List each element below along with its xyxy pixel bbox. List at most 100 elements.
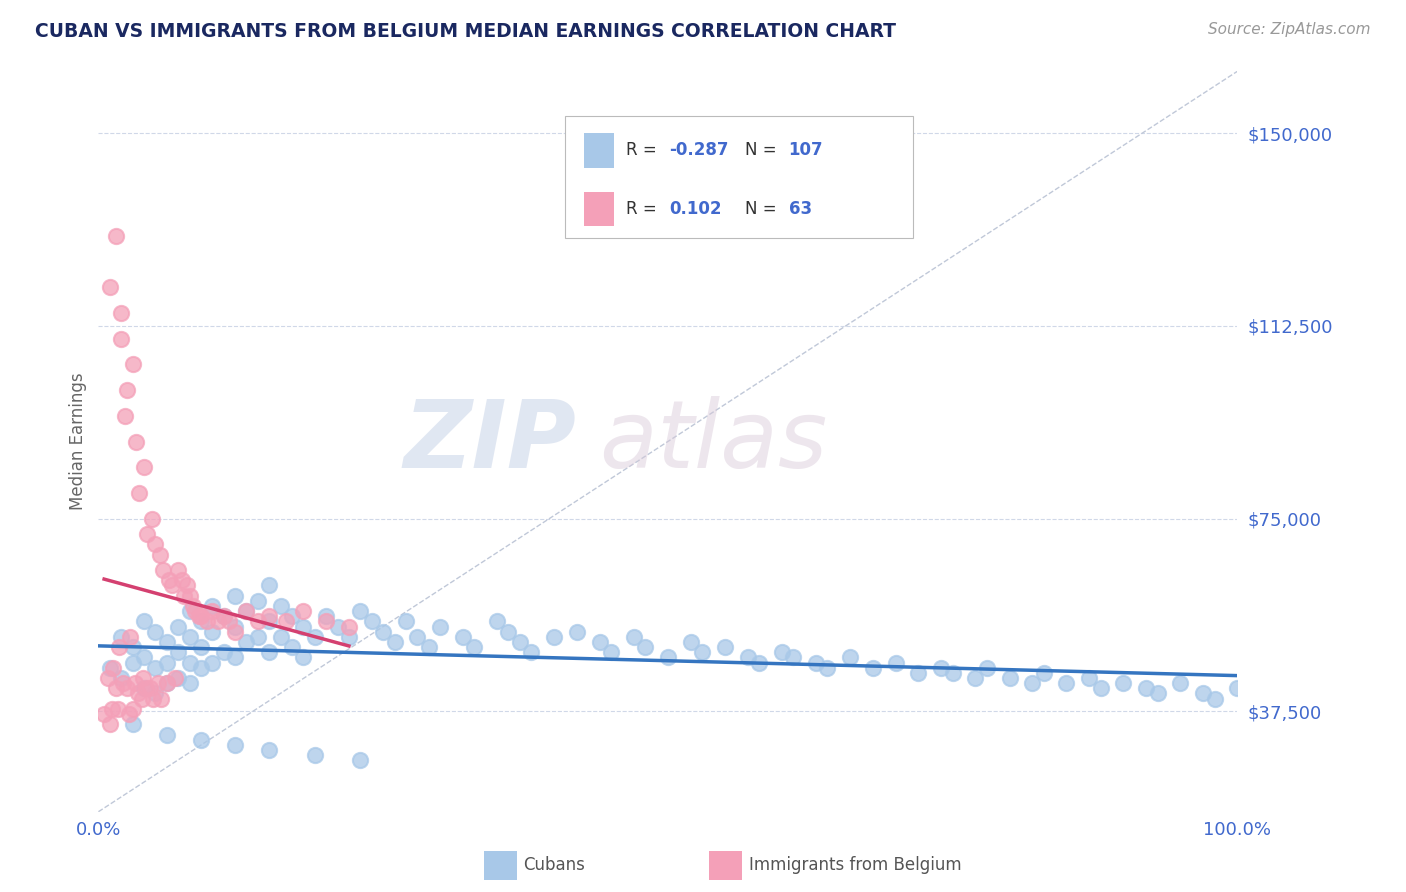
Point (259, 615, 281, 629)
Point (246, 630, 269, 644)
Point (112, 676, 135, 690)
Point (360, 615, 382, 629)
Text: 63: 63 (789, 200, 811, 218)
Point (93, 706, 115, 721)
FancyBboxPatch shape (583, 133, 614, 168)
Point (371, 624, 394, 639)
Point (145, 686, 167, 700)
Point (600, 645, 623, 659)
Point (276, 615, 298, 629)
Point (235, 604, 257, 618)
Point (224, 589, 246, 603)
FancyBboxPatch shape (565, 116, 912, 238)
Point (121, 702, 143, 716)
Point (451, 630, 474, 644)
Point (187, 609, 209, 624)
Point (173, 589, 195, 603)
Point (395, 615, 418, 629)
Point (145, 537, 167, 551)
Point (486, 615, 509, 629)
Point (132, 460, 155, 475)
Point (190, 609, 212, 624)
Point (179, 630, 201, 644)
Point (98, 280, 121, 294)
Point (337, 630, 360, 644)
Point (150, 691, 173, 706)
Point (121, 656, 143, 670)
Point (315, 615, 337, 629)
Point (218, 615, 240, 629)
Point (176, 578, 198, 592)
Point (748, 656, 770, 670)
Point (304, 630, 326, 644)
Point (167, 563, 190, 577)
Point (270, 599, 292, 613)
Point (103, 661, 125, 675)
Text: ZIP: ZIP (404, 395, 576, 488)
Point (145, 661, 167, 675)
Point (588, 635, 610, 649)
Point (110, 306, 132, 320)
Point (146, 676, 169, 690)
Text: atlas: atlas (599, 396, 828, 487)
Point (326, 620, 349, 634)
Point (224, 650, 246, 665)
Text: -0.287: -0.287 (669, 142, 728, 160)
Point (121, 640, 143, 655)
Text: CUBAN VS IMMIGRANTS FROM BELGIUM MEDIAN EARNINGS CORRELATION CHART: CUBAN VS IMMIGRANTS FROM BELGIUM MEDIAN … (35, 22, 896, 41)
Point (498, 624, 520, 639)
Point (128, 486, 150, 500)
Point (804, 656, 827, 670)
Text: N =: N = (745, 142, 782, 160)
Point (623, 630, 645, 644)
Text: 0.102: 0.102 (669, 200, 721, 218)
Point (104, 681, 127, 696)
Point (1170, 676, 1192, 690)
Point (190, 732, 212, 747)
Point (259, 609, 281, 624)
Point (406, 630, 429, 644)
Point (141, 511, 163, 525)
Point (235, 635, 257, 649)
Text: Source: ZipAtlas.com: Source: ZipAtlas.com (1208, 22, 1371, 37)
Point (565, 624, 588, 639)
Point (195, 615, 218, 629)
Point (201, 624, 224, 639)
Point (190, 661, 212, 675)
Point (929, 661, 952, 675)
Point (110, 332, 132, 346)
Point (349, 604, 371, 618)
Point (292, 604, 315, 618)
Point (156, 728, 179, 742)
Point (96, 671, 118, 685)
Point (115, 681, 138, 696)
Point (190, 615, 212, 629)
Point (1054, 676, 1078, 690)
Point (163, 671, 186, 685)
Point (1021, 676, 1043, 690)
Point (138, 681, 160, 696)
Point (156, 635, 179, 649)
Point (181, 599, 204, 613)
Point (690, 645, 713, 659)
Point (1226, 681, 1249, 696)
Point (170, 574, 193, 588)
Point (509, 635, 531, 649)
Point (121, 358, 143, 372)
Point (127, 686, 149, 700)
Point (132, 671, 155, 685)
Point (235, 604, 257, 618)
Point (815, 661, 838, 675)
Text: Cubans: Cubans (523, 856, 585, 874)
Point (212, 609, 235, 624)
Point (110, 630, 132, 644)
Point (124, 676, 146, 690)
Point (281, 609, 304, 624)
Text: 107: 107 (789, 142, 823, 160)
Point (201, 599, 224, 613)
Point (157, 574, 180, 588)
Point (429, 620, 451, 634)
Point (167, 645, 190, 659)
Point (246, 615, 269, 629)
Point (207, 615, 229, 629)
